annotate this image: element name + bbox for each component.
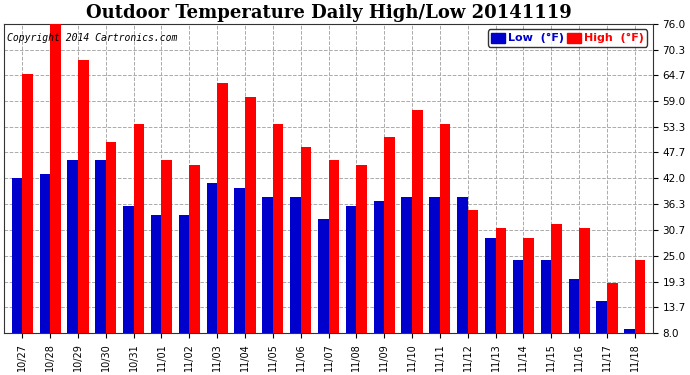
Bar [402,196,412,333]
Bar [50,24,61,333]
Bar [161,160,172,333]
Bar [596,301,607,333]
Bar [373,201,384,333]
Bar [457,196,468,333]
Bar [607,283,618,333]
Bar [495,228,506,333]
Legend: Low  (°F), High  (°F): Low (°F), High (°F) [488,29,647,47]
Bar [429,196,440,333]
Bar [68,160,78,333]
Title: Outdoor Temperature Daily High/Low 20141119: Outdoor Temperature Daily High/Low 20141… [86,4,571,22]
Bar [318,219,328,333]
Bar [513,260,524,333]
Bar [217,83,228,333]
Bar [12,178,22,333]
Bar [356,165,367,333]
Bar [624,328,635,333]
Bar [524,238,534,333]
Bar [384,138,395,333]
Bar [328,160,339,333]
Text: Copyright 2014 Cartronics.com: Copyright 2014 Cartronics.com [8,33,178,43]
Bar [485,238,495,333]
Bar [551,224,562,333]
Bar [541,260,551,333]
Bar [245,96,255,333]
Bar [440,124,451,333]
Bar [273,124,284,333]
Bar [569,279,579,333]
Bar [301,147,311,333]
Bar [468,210,478,333]
Bar [106,142,117,333]
Bar [206,183,217,333]
Bar [189,165,200,333]
Bar [179,215,189,333]
Bar [151,215,161,333]
Bar [235,188,245,333]
Bar [123,206,134,333]
Bar [579,228,590,333]
Bar [95,160,106,333]
Bar [78,60,88,333]
Bar [262,196,273,333]
Bar [412,110,422,333]
Bar [346,206,356,333]
Bar [635,260,645,333]
Bar [134,124,144,333]
Bar [39,174,50,333]
Bar [290,196,301,333]
Bar [22,74,33,333]
